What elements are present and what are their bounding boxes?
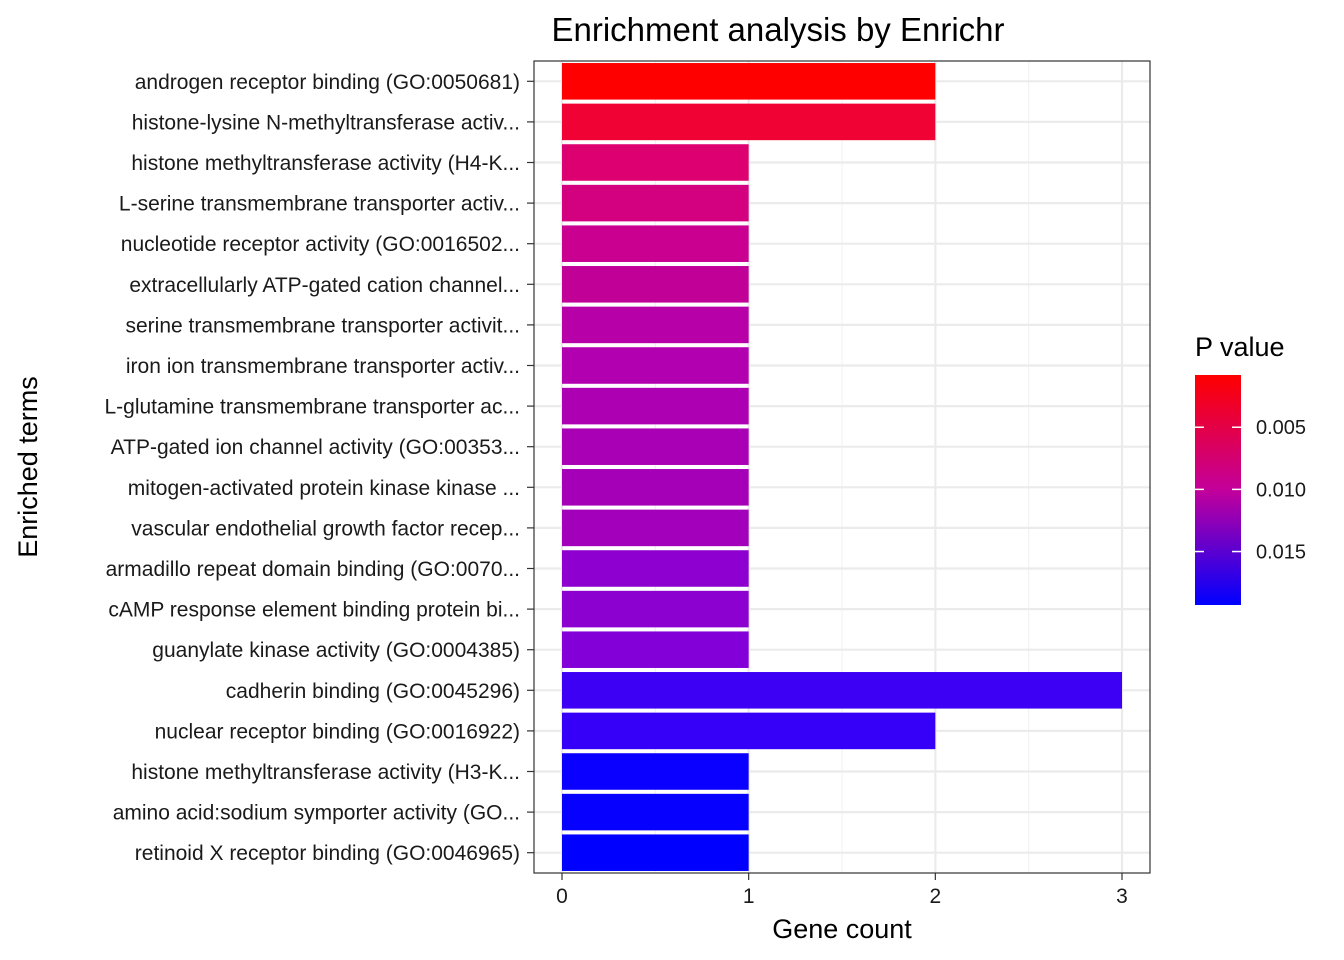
bar: [562, 550, 749, 587]
y-tick-label: L-serine transmembrane transporter activ…: [119, 193, 520, 216]
y-tick-label: extracellularly ATP-gated cation channel…: [129, 274, 520, 297]
x-tick-label: 0: [556, 885, 568, 908]
y-tick-label: ATP-gated ion channel activity (GO:00353…: [111, 436, 520, 459]
bar: [562, 63, 936, 100]
bar: [562, 103, 936, 141]
y-tick-label: amino acid:sodium symporter activity (GO…: [113, 802, 520, 825]
legend-tick-label: 0.010: [1256, 479, 1306, 501]
y-tick-label: vascular endothelial growth factor recep…: [131, 517, 520, 540]
legend-tick-label: 0.015: [1256, 542, 1306, 564]
legend-ticks: 0.005 0.010 0.015: [1195, 417, 1306, 564]
y-tick-label: L-glutamine transmembrane transporter ac…: [104, 396, 520, 419]
bars-layer: [562, 63, 1122, 871]
y-tick-label: histone methyltransferase activity (H4-K…: [131, 152, 520, 175]
bar: [562, 469, 749, 506]
x-axis-title: Gene count: [772, 914, 912, 944]
bar: [562, 428, 749, 465]
p-value-legend: P value 0.005 0.010 0.015: [1195, 332, 1306, 605]
grid-lines: [534, 61, 1150, 873]
bar: [562, 347, 749, 384]
y-axis-title: Enriched terms: [13, 376, 43, 558]
bar: [562, 387, 749, 425]
bar: [562, 631, 749, 668]
y-tick-label: armadillo repeat domain binding (GO:0070…: [106, 558, 520, 581]
x-tick-label: 2: [929, 885, 941, 908]
legend-tick-label: 0.005: [1256, 417, 1306, 439]
y-tick-label: cadherin binding (GO:0045296): [226, 680, 520, 703]
x-tick-label: 3: [1116, 885, 1128, 908]
bar: [562, 590, 749, 628]
y-tick-label: nucleotide receptor activity (GO:0016502…: [121, 233, 520, 256]
y-tick-label: retinoid X receptor binding (GO:0046965): [135, 842, 520, 865]
bar: [562, 144, 749, 181]
y-tick-label: guanylate kinase activity (GO:0004385): [152, 639, 520, 662]
bar: [562, 753, 749, 790]
x-tick-label: 1: [743, 885, 755, 908]
y-tick-label: androgen receptor binding (GO:0050681): [135, 71, 520, 94]
bar: [562, 306, 749, 344]
legend-title: P value: [1195, 332, 1285, 362]
bar: [562, 793, 749, 831]
bar: [562, 834, 749, 871]
y-axis: androgen receptor binding (GO:0050681) hi…: [104, 71, 534, 865]
y-tick-label: cAMP response element binding protein bi…: [108, 599, 520, 622]
bar: [562, 712, 936, 750]
y-tick-label: serine transmembrane transporter activit…: [126, 314, 521, 337]
x-axis: 0 1 2 3: [556, 873, 1128, 908]
bar: [562, 266, 749, 303]
y-tick-label: mitogen-activated protein kinase kinase …: [128, 477, 520, 500]
plot-panel-border: [533, 60, 1151, 874]
y-tick-label: nuclear receptor binding (GO:0016922): [155, 720, 520, 743]
y-tick-label: histone methyltransferase activity (H3-K…: [131, 761, 520, 784]
chart-title: Enrichment analysis by Enrichr: [551, 11, 1004, 48]
y-tick-label: iron ion transmembrane transporter activ…: [126, 355, 520, 378]
y-tick-label: histone-lysine N-methyltransferase activ…: [132, 111, 520, 134]
bar: [562, 184, 749, 222]
bar: [562, 225, 749, 262]
bar: [562, 672, 1122, 709]
bar: [562, 509, 749, 547]
